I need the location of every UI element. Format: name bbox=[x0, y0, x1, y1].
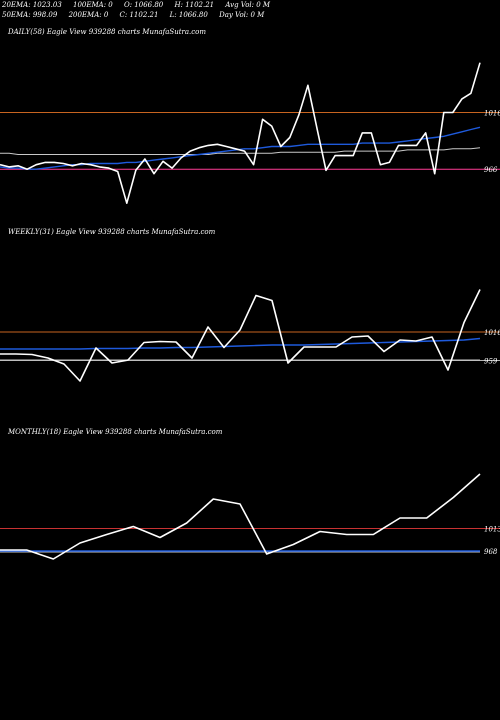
daily-ema20-line bbox=[0, 126, 481, 170]
daily-y-tick-label-1: 966 bbox=[484, 166, 498, 174]
weekly-y-tick-label-1: 959 bbox=[484, 358, 498, 366]
monthly-y-tick-label-1: 968 bbox=[484, 548, 498, 556]
weekly-price-line bbox=[0, 289, 481, 382]
daily-price-line bbox=[0, 62, 481, 204]
weekly-ema20-line bbox=[0, 337, 481, 350]
high-readout: H: 1102.21 bbox=[174, 1, 215, 9]
daily-ema50-line bbox=[0, 147, 481, 155]
header-line-2: 50EMA: 998.09 200EMA: 0 C: 1102.21 L: 10… bbox=[2, 11, 273, 19]
avg-vol-readout: Avg Vol: 0 M bbox=[225, 1, 271, 9]
open-readout: O: 1066.80 bbox=[123, 1, 164, 9]
monthly-chart-title: MONTHLY(18) Eagle View 939288 charts Mun… bbox=[8, 428, 223, 436]
day-vol-readout: Day Vol: 0 M bbox=[219, 11, 265, 19]
ema50-readout: 50EMA: 998.09 bbox=[2, 11, 58, 19]
monthly-price-line bbox=[0, 473, 481, 560]
monthly-chart: 1013 968 bbox=[0, 473, 500, 560]
weekly-chart: 1016 959 bbox=[0, 289, 500, 382]
header-line-1: 20EMA: 1023.03 100EMA: 0 O: 1066.80 H: 1… bbox=[2, 1, 279, 9]
ema100-readout: 100EMA: 0 bbox=[73, 1, 113, 9]
daily-y-tick-label-0: 1016 bbox=[484, 110, 500, 118]
weekly-chart-title: WEEKLY(31) Eagle View 939288 charts Muna… bbox=[8, 228, 216, 236]
daily-chart: 1016 966 bbox=[0, 62, 500, 204]
monthly-y-tick-label-0: 1013 bbox=[484, 526, 500, 534]
close-readout: C: 1102.21 bbox=[119, 11, 159, 19]
weekly-y-tick-label-0: 1016 bbox=[484, 329, 500, 337]
low-readout: L: 1066.80 bbox=[169, 11, 208, 19]
ema20-readout: 20EMA: 1023.03 bbox=[2, 1, 62, 9]
ema200-readout: 200EMA: 0 bbox=[68, 11, 109, 19]
daily-chart-title: DAILY(58) Eagle View 939288 charts Munaf… bbox=[8, 28, 207, 36]
